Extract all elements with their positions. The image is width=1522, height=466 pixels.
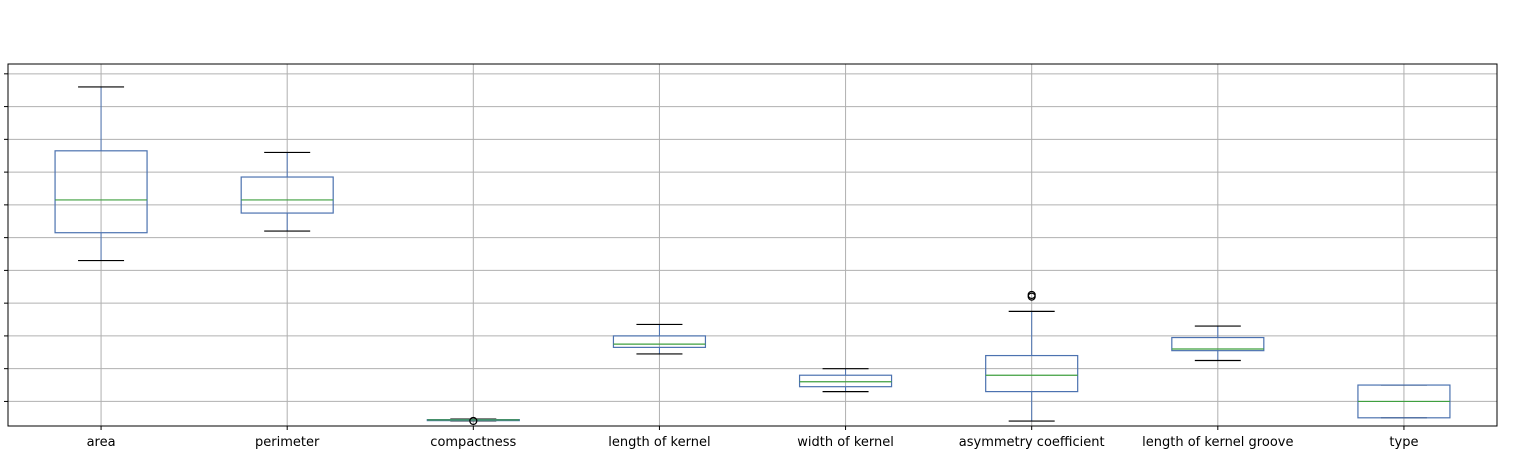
grid-lines (8, 64, 1497, 426)
box-width-of-kernel (798, 368, 893, 393)
x-tick-label: asymmetry coefficient (959, 435, 1105, 450)
axis-ticks: area perimeter compactness length of kernel… (4, 73, 1418, 450)
x-tick-label: perimeter (255, 435, 320, 450)
x-tick-label: width of kernel (797, 435, 894, 450)
box-area (54, 86, 148, 262)
box-asymmetry-coefficient (985, 290, 1079, 422)
boxes-group (54, 86, 1451, 426)
axes-frame (7, 63, 1498, 427)
box-iqr (985, 354, 1079, 393)
outlier-point (1027, 290, 1036, 300)
box-length-of-kernel (612, 323, 707, 355)
x-tick-label: type (1389, 435, 1418, 450)
outlier-point (469, 416, 478, 426)
x-tick-label: length of kernel groove (1142, 435, 1293, 450)
box-iqr (1171, 336, 1265, 352)
box-iqr (798, 374, 893, 388)
box-iqr (240, 176, 334, 214)
box-perimeter (240, 151, 334, 232)
box-type (1357, 384, 1451, 419)
box-length-of-kernel-groove (1171, 325, 1265, 362)
x-tick-label: compactness (430, 435, 516, 450)
box-iqr (612, 335, 707, 348)
box-compactness (426, 416, 520, 426)
box-iqr (54, 150, 148, 234)
x-tick-label: length of kernel (608, 435, 710, 450)
x-tick-label: area (87, 435, 116, 450)
